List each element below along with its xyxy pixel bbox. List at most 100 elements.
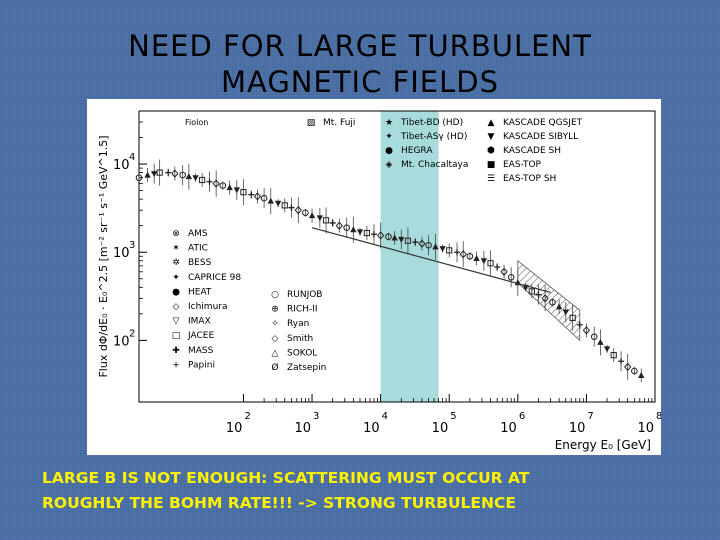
legend-bottom-left-symbol-1: ✶ bbox=[172, 244, 180, 254]
slide-title-line-2: MAGNETIC FIELDS bbox=[220, 65, 500, 99]
legend-top-col3-symbol-0: ▲ bbox=[488, 118, 495, 128]
data-point bbox=[603, 346, 611, 353]
y-axis-label: Flux dΦ/dE₀ · E₀^2.5 [m⁻² sr⁻¹ s⁻¹ GeV^1… bbox=[97, 135, 110, 377]
x-tick-label-base-3: 10 bbox=[432, 421, 449, 436]
x-tick-label-base-5: 10 bbox=[569, 421, 586, 436]
data-point bbox=[638, 371, 645, 378]
data-point bbox=[185, 173, 193, 180]
data-point bbox=[288, 204, 295, 211]
legend-top-col3-symbol-2: ⬢ bbox=[487, 146, 495, 156]
data-point bbox=[631, 367, 638, 375]
legend-top-col1-label-0: Mt. Fuji bbox=[323, 118, 355, 128]
slide-title-line-1: NEED FOR LARGE TURBULENT bbox=[128, 29, 592, 63]
x-tick-label-exp-6: 8 bbox=[656, 411, 661, 422]
legend-bottom-left-symbol-2: ✲ bbox=[172, 258, 180, 268]
legend-bottom-right-label-0: RUNJOB bbox=[287, 290, 323, 300]
legend-top-col2-symbol-1: ✦ bbox=[385, 132, 393, 142]
data-point bbox=[412, 239, 419, 246]
data-point bbox=[385, 233, 392, 241]
legend-bottom-right-symbol-1: ⊕ bbox=[271, 305, 279, 315]
data-point bbox=[363, 229, 370, 237]
legend-bottom-left-symbol-5: ◇ bbox=[173, 302, 180, 312]
cosmic-ray-spectrum-figure: 10 2 10 3 10 4 10 5 10 6 10 7 10 8 10 2 10 3 10 4 Energy E₀ … bbox=[87, 99, 661, 455]
legend-top-col3-symbol-1: ▼ bbox=[488, 132, 495, 142]
legend-top-col2-label-2: HEGRA bbox=[401, 146, 433, 156]
data-point bbox=[562, 309, 569, 316]
data-point bbox=[226, 184, 233, 191]
data-point bbox=[446, 247, 453, 254]
data-point bbox=[480, 258, 488, 265]
data-point bbox=[329, 219, 336, 226]
data-point bbox=[541, 294, 549, 303]
legend-bottom-left-label-5: Ichimura bbox=[188, 302, 228, 312]
data-point bbox=[179, 171, 186, 179]
data-point bbox=[466, 252, 474, 260]
legend-top-col3-label-4: EAS-TOP SH bbox=[503, 174, 556, 184]
x-tick-label-base-2: 10 bbox=[363, 421, 380, 436]
legend-bottom-right-label-1: RICH-II bbox=[287, 305, 318, 315]
legend-bottom-right-label-5: Zatsepin bbox=[287, 363, 326, 373]
legend-bottom-right-symbol-4: △ bbox=[272, 348, 279, 358]
legend-top-col3-label-3: EAS-TOP bbox=[503, 160, 542, 170]
data-point bbox=[500, 267, 508, 276]
legend-bottom-left-symbol-6: ▽ bbox=[173, 317, 180, 327]
data-point bbox=[370, 231, 377, 238]
data-point bbox=[582, 326, 591, 335]
x-axis-label: Energy E₀ [GeV] bbox=[555, 438, 651, 452]
x-tick-label-exp-1: 3 bbox=[313, 411, 319, 422]
legend-bottom-left-label-8: MASS bbox=[188, 346, 214, 356]
data-point bbox=[144, 171, 151, 178]
y-tick-label-exp-2: 4 bbox=[129, 152, 135, 163]
x-tick-label-base-0: 10 bbox=[226, 421, 243, 436]
data-point bbox=[473, 254, 480, 261]
data-point bbox=[219, 182, 227, 189]
legend-bottom-right-label-2: Ryan bbox=[287, 319, 309, 329]
data-point bbox=[233, 187, 241, 194]
y-tick-label-base-0: 10 bbox=[113, 334, 130, 349]
data-point bbox=[260, 194, 268, 202]
x-tick-label-base-6: 10 bbox=[637, 421, 654, 436]
data-point bbox=[281, 202, 288, 209]
data-point bbox=[624, 362, 632, 372]
data-point bbox=[535, 291, 542, 298]
x-tick-label-exp-4: 6 bbox=[519, 411, 525, 422]
data-point bbox=[454, 249, 461, 256]
legend-top-col2-symbol-0: ★ bbox=[385, 118, 393, 128]
data-point bbox=[487, 260, 494, 267]
highlight-band bbox=[380, 111, 439, 402]
legend-bottom-left-label-6: IMAX bbox=[188, 317, 211, 327]
data-point bbox=[507, 273, 515, 281]
legend-bottom-left-symbol-7: □ bbox=[172, 331, 181, 341]
data-point bbox=[240, 189, 247, 196]
legend-bottom-right-symbol-3: ◇ bbox=[272, 334, 279, 344]
caption-line-1: LARGE B IS NOT ENOUGH: SCATTERING MUST O… bbox=[42, 469, 530, 487]
data-point bbox=[206, 178, 213, 185]
data-point bbox=[610, 352, 617, 359]
data-point bbox=[618, 358, 625, 365]
legend-top-col3-symbol-4: ☰ bbox=[487, 174, 495, 184]
legend-top-col2-symbol-3: ◈ bbox=[386, 160, 393, 170]
legend-bottom-left-label-4: HEAT bbox=[188, 287, 212, 297]
legend-top-col3-symbol-3: ■ bbox=[487, 160, 496, 170]
legend-top-col3-label-0: KASCADE QGSJET bbox=[503, 118, 583, 128]
data-point bbox=[212, 179, 220, 188]
legend-bottom-right-symbol-0: ○ bbox=[271, 290, 279, 300]
fit-line bbox=[311, 227, 551, 293]
legend-bottom-left-label-3: CAPRICE 98 bbox=[188, 273, 241, 283]
data-point bbox=[192, 175, 199, 182]
data-point bbox=[151, 171, 158, 178]
legend-bottom-left-label-9: Papini bbox=[188, 360, 215, 370]
data-point bbox=[528, 288, 535, 295]
data-point bbox=[253, 192, 262, 201]
data-point bbox=[350, 226, 357, 233]
data-point bbox=[199, 176, 206, 184]
legend-bottom-right-symbol-5: Ø bbox=[271, 362, 278, 373]
slide-caption: LARGE B IS NOT ENOUGH: SCATTERING MUST O… bbox=[42, 466, 702, 516]
legend-bottom-right-label-3: Smith bbox=[287, 334, 313, 344]
data-point bbox=[494, 263, 501, 270]
data-point bbox=[248, 191, 255, 198]
legend-top-col2-label-3: Mt. Chacaltaya bbox=[401, 160, 468, 170]
data-point bbox=[316, 215, 324, 222]
legend-top-col3-label-1: KASCADE SIBYLL bbox=[503, 132, 578, 142]
